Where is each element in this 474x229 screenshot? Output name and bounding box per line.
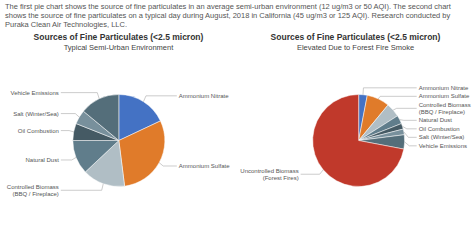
pie-slice	[119, 121, 165, 186]
leader-line	[404, 132, 417, 137]
pie-slice	[73, 141, 119, 172]
pie-slice	[313, 95, 404, 187]
slice-label: Salt (Winter/Sea)	[419, 134, 465, 140]
leader-line	[61, 184, 103, 190]
leader-line	[61, 114, 79, 118]
slice-label-line: Oil Combustion	[419, 126, 460, 132]
slice-label: Controlled Biomass(BBQ / Fireplace)	[419, 102, 471, 115]
leader-line	[159, 163, 177, 166]
slice-label-line: (Forest Fires)	[263, 175, 299, 181]
chart-title: Sources of Fine Particulates (<2.5 micro…	[34, 32, 204, 42]
slice-label-line: Vehicle Emissions	[419, 143, 467, 149]
chart-subtitle: Typical Semi-Urban Environment	[64, 43, 175, 52]
slices	[73, 95, 165, 187]
slice-label: Oil Combustion	[18, 128, 59, 134]
pie-group: Ammonium Nitrate Ammonium Sulfate Controll…	[240, 85, 470, 187]
slice-label-line: Natural Dust	[25, 157, 59, 163]
header-text: The first pie chart shows the source of …	[5, 2, 452, 29]
leader-line	[405, 142, 417, 146]
slice-label-line: Natural Dust	[419, 117, 453, 123]
leader-line	[378, 96, 416, 99]
leader-line	[402, 126, 416, 129]
pie-group: Ammonium Nitrate Ammonium Sulfate Controll…	[7, 90, 230, 197]
slice-label: Natural Dust	[419, 117, 453, 123]
chart-root: The first pie chart shows the source of …	[0, 0, 474, 229]
slice-label: Salt (Winter/Sea)	[13, 111, 59, 117]
chart-title: Sources of Fine Particulates (<2.5 micro…	[271, 32, 441, 42]
slice-label-line: Vehicle Emissions	[10, 90, 58, 96]
slice-label-line: Salt (Winter/Sea)	[419, 134, 465, 140]
leader-line	[393, 108, 416, 110]
header-line: The first pie chart shows the source of …	[5, 2, 452, 11]
leader-line	[363, 88, 417, 95]
slice-label: Ammonium Sulfate	[179, 163, 230, 169]
leader-line	[301, 170, 324, 174]
slice-label-line: (BBQ / Fireplace)	[419, 109, 465, 115]
slice-label: Ammonium Sulfate	[419, 93, 470, 99]
pie-slice	[83, 95, 118, 141]
slice-label-line: Controlled Biomass	[419, 102, 471, 108]
slice-label-line: Ammonium Nitrate	[419, 85, 469, 91]
slice-label-line: Controlled Biomass	[7, 184, 59, 190]
slice-label: Ammonium Nitrate	[179, 93, 229, 99]
leader-line	[61, 93, 99, 99]
leader-line	[400, 119, 417, 121]
slice-label-line: Ammonium Sulfate	[419, 93, 470, 99]
slice-label: Natural Dust	[25, 157, 59, 163]
slice-label: Ammonium Nitrate	[419, 85, 469, 91]
slice-label: Controlled Biomass(BBQ / Fireplace)	[7, 184, 59, 197]
slice-label-line: Uncontrolled Biomass	[240, 168, 298, 174]
slices	[313, 95, 405, 187]
header-line: shows the source of fine particulates on…	[5, 11, 451, 20]
slice-label: Oil Combustion	[419, 126, 460, 132]
slice-label-line: Oil Combustion	[18, 128, 59, 134]
chart-subtitle: Elevated Due to Forest Fire Smoke	[297, 43, 414, 52]
slice-label-line: Ammonium Nitrate	[179, 93, 229, 99]
leader-line	[143, 96, 176, 102]
leader-line	[61, 157, 76, 160]
leader-line	[61, 131, 74, 132]
slice-label-line: Ammonium Sulfate	[179, 163, 230, 169]
slice-label-line: (BBQ / Fireplace)	[12, 191, 58, 197]
slice-label: Vehicle Emissions	[10, 90, 58, 96]
slice-label: Vehicle Emissions	[419, 143, 467, 149]
slice-label-line: Salt (Winter/Sea)	[13, 111, 59, 117]
header-line: Puraka Clean Air Technologies, LLC.	[5, 20, 127, 29]
slice-label: Uncontrolled Biomass(Forest Fires)	[240, 168, 298, 181]
